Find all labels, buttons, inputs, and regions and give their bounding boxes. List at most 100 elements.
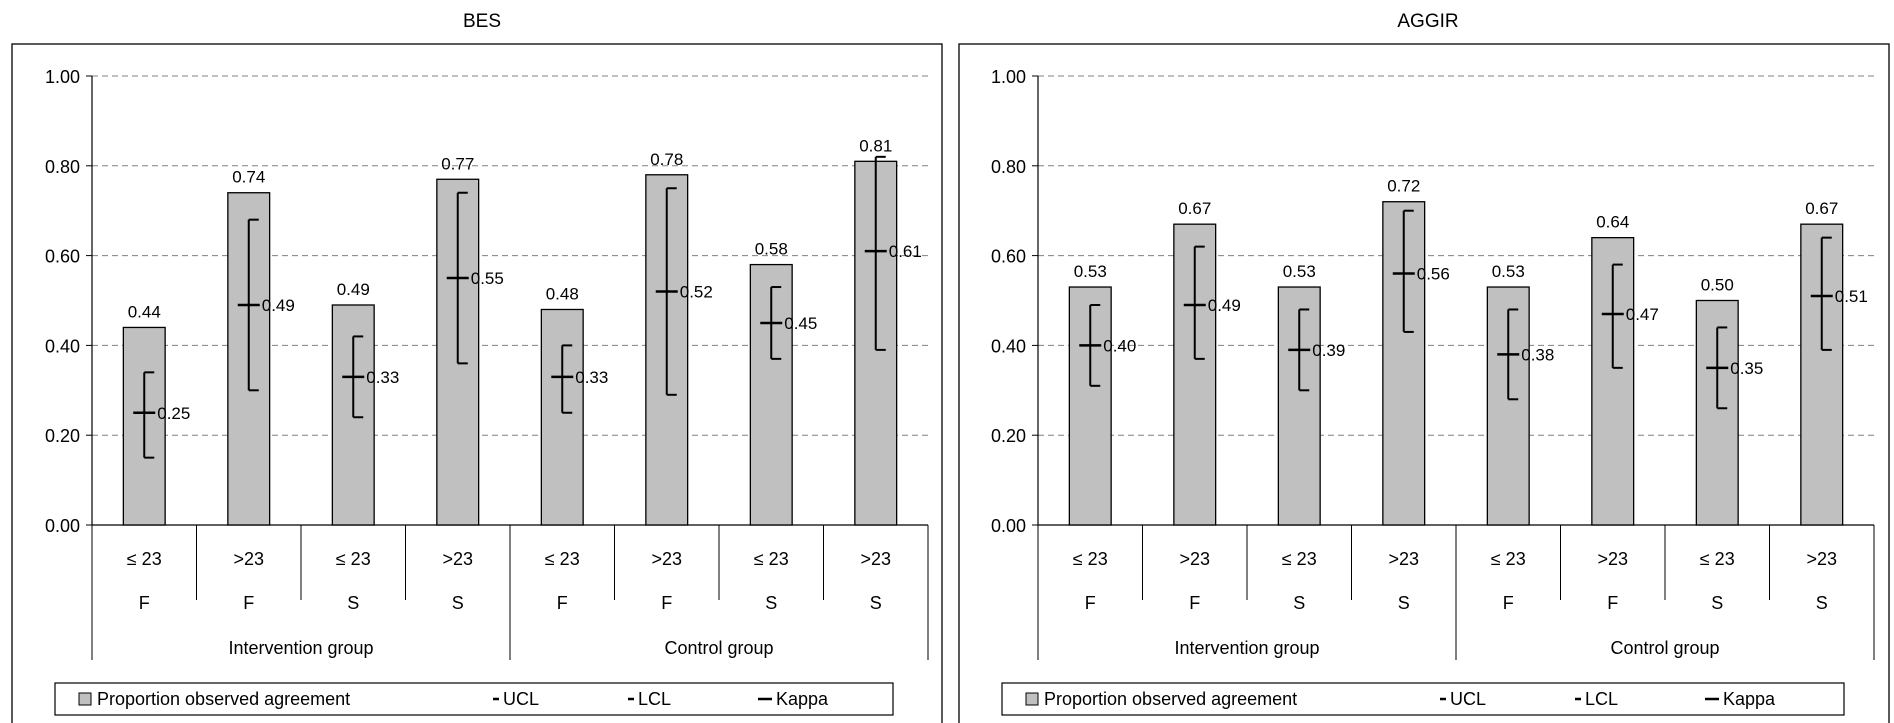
x-subcategory-label: S <box>1293 593 1305 613</box>
kappa-value-label: 0.33 <box>366 368 399 387</box>
bar-value-label: 0.78 <box>650 150 683 169</box>
bar-value-label: 0.77 <box>441 154 474 173</box>
x-category-label: >23 <box>860 549 891 569</box>
y-tick-label: 0.60 <box>991 247 1026 267</box>
x-group-label: Intervention group <box>228 638 373 658</box>
kappa-value-label: 0.61 <box>889 242 922 261</box>
x-subcategory-label: F <box>661 593 672 613</box>
legend-label: UCL <box>503 689 539 709</box>
x-subcategory-label: F <box>139 593 150 613</box>
x-category-label: ≤ 23 <box>127 549 162 569</box>
legend-label: LCL <box>638 689 671 709</box>
y-tick-label: 0.80 <box>991 157 1026 177</box>
legend-label: LCL <box>1585 689 1618 709</box>
legend-label: Kappa <box>1723 689 1776 709</box>
y-tick-label: 0.00 <box>991 516 1026 536</box>
x-subcategory-label: S <box>1711 593 1723 613</box>
legend: Proportion observed agreement UCL LCL Kappa <box>54 682 894 716</box>
x-category-label: >23 <box>1388 549 1419 569</box>
bar-value-label: 0.53 <box>1492 262 1525 281</box>
kappa-value-label: 0.49 <box>1208 296 1241 315</box>
x-category-label: ≤ 23 <box>336 549 371 569</box>
bar-value-label: 0.72 <box>1387 177 1420 196</box>
kappa-value-label: 0.51 <box>1835 287 1868 306</box>
kappa-value-label: 0.25 <box>157 404 190 423</box>
x-category-label: >23 <box>1806 549 1837 569</box>
bar-value-label: 0.50 <box>1701 276 1734 295</box>
legend: Proportion observed agreement UCL LCL Kappa <box>1001 682 1845 716</box>
bar-value-label: 0.49 <box>337 280 370 299</box>
bar-value-label: 0.67 <box>1805 199 1838 218</box>
x-category-label: >23 <box>233 549 264 569</box>
chart-panel-bes: BES 0.00 0.20 0.40 0.60 0.80 1.00 0.44 0.25 ≤ 23 F… <box>11 11 943 723</box>
bar-value-label: 0.48 <box>546 284 579 303</box>
legend-box <box>1001 682 1845 716</box>
x-subcategory-label: F <box>1189 593 1200 613</box>
x-subcategory-label: F <box>1085 593 1096 613</box>
x-subcategory-label: F <box>243 593 254 613</box>
kappa-value-label: 0.35 <box>1730 359 1763 378</box>
kappa-value-label: 0.33 <box>575 368 608 387</box>
x-subcategory-label: S <box>765 593 777 613</box>
bar-value-label: 0.67 <box>1178 199 1211 218</box>
x-category-label: ≤ 23 <box>1491 549 1526 569</box>
legend-box <box>54 682 894 716</box>
x-category-label: ≤ 23 <box>1700 549 1735 569</box>
chart-title: BES <box>463 11 501 32</box>
x-category-label: ≤ 23 <box>1073 549 1108 569</box>
chart-frame <box>11 43 943 723</box>
bar-value-label: 0.44 <box>128 302 161 321</box>
chart-title: AGGIR <box>1397 11 1458 32</box>
y-tick-label: 0.00 <box>45 516 80 536</box>
kappa-value-label: 0.55 <box>471 269 504 288</box>
kappa-value-label: 0.49 <box>262 296 295 315</box>
x-subcategory-label: S <box>1816 593 1828 613</box>
x-subcategory-label: F <box>557 593 568 613</box>
chart-frame <box>958 43 1890 723</box>
chart-panel-aggir: AGGIR 0.00 0.20 0.40 0.60 0.80 1.00 0.53 0.40 ≤ 2… <box>958 11 1890 723</box>
bar-value-label: 0.81 <box>859 136 892 155</box>
bar-value-label: 0.64 <box>1596 213 1629 232</box>
legend-swatch-bar <box>78 692 92 706</box>
kappa-value-label: 0.47 <box>1626 305 1659 324</box>
x-subcategory-label: S <box>870 593 882 613</box>
bar-value-label: 0.74 <box>232 168 265 187</box>
bar-value-label: 0.53 <box>1074 262 1107 281</box>
x-subcategory-label: S <box>347 593 359 613</box>
y-tick-label: 0.20 <box>45 426 80 446</box>
legend-label: Kappa <box>776 689 829 709</box>
y-tick-label: 1.00 <box>45 67 80 87</box>
x-category-label: >23 <box>651 549 682 569</box>
y-tick-label: 0.40 <box>45 336 80 356</box>
y-tick-label: 0.80 <box>45 157 80 177</box>
y-tick-label: 0.20 <box>991 426 1026 446</box>
bar <box>540 308 584 526</box>
legend-label: Proportion observed agreement <box>1044 689 1297 709</box>
x-category-label: ≤ 23 <box>545 549 580 569</box>
kappa-value-label: 0.39 <box>1312 341 1345 360</box>
x-category-label: >23 <box>442 549 473 569</box>
y-tick-label: 0.60 <box>45 247 80 267</box>
y-tick-label: 0.40 <box>991 336 1026 356</box>
kappa-value-label: 0.52 <box>680 283 713 302</box>
x-category-label: ≤ 23 <box>1282 549 1317 569</box>
x-subcategory-label: F <box>1607 593 1618 613</box>
x-group-label: Intervention group <box>1174 638 1319 658</box>
bar-value-label: 0.53 <box>1283 262 1316 281</box>
y-tick-label: 1.00 <box>991 67 1026 87</box>
kappa-value-label: 0.38 <box>1521 345 1554 364</box>
x-group-label: Control group <box>664 638 773 658</box>
legend-label: Proportion observed agreement <box>97 689 350 709</box>
x-category-label: >23 <box>1179 549 1210 569</box>
kappa-value-label: 0.40 <box>1103 336 1136 355</box>
kappa-value-label: 0.56 <box>1417 265 1450 284</box>
x-subcategory-label: F <box>1503 593 1514 613</box>
legend-swatch-bar <box>1025 692 1039 706</box>
x-subcategory-label: S <box>1398 593 1410 613</box>
legend-label: UCL <box>1450 689 1486 709</box>
kappa-value-label: 0.45 <box>784 314 817 333</box>
x-category-label: >23 <box>1597 549 1628 569</box>
bar-value-label: 0.58 <box>755 240 788 259</box>
x-group-label: Control group <box>1610 638 1719 658</box>
